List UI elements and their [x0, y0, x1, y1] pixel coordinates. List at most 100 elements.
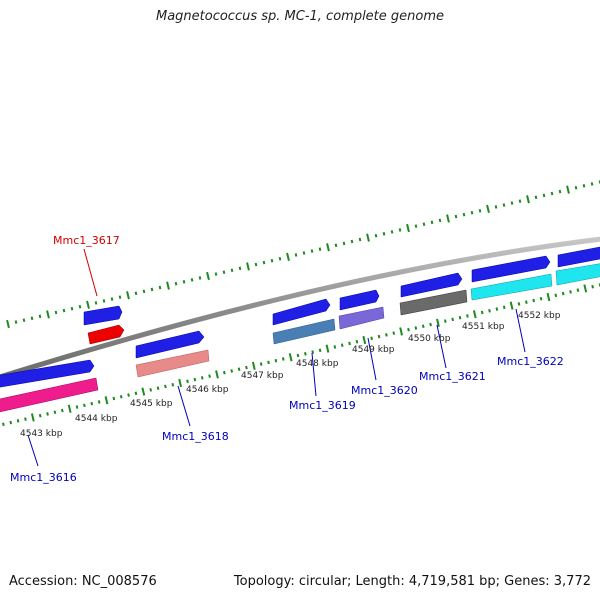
leader-line-mmc1-3619: [311, 352, 317, 397]
outer-tick-3: [30, 316, 34, 321]
outer-tick-57: [462, 212, 466, 217]
gene-label-mmc1-3619[interactable]: Mmc1_3619: [289, 399, 356, 412]
feature-mmc1-3619[interactable]: [272, 318, 336, 345]
outer-track: [0, 246, 600, 388]
inner-tick-77: [561, 291, 565, 296]
inner-tick-24: [171, 382, 175, 387]
outer-tick-73: [590, 182, 594, 186]
outer-tick-25: [206, 271, 210, 281]
outer-tick-61: [494, 205, 498, 209]
outer-tick-48: [390, 230, 394, 234]
tick-label-4544: 4544 kbp: [75, 414, 118, 424]
tick-label-4546: 4546 kbp: [186, 385, 229, 395]
outer-tick-52: [422, 222, 426, 227]
gene-label-mmc1-3618[interactable]: Mmc1_3618: [162, 430, 229, 443]
gene-labels: Mmc1_3617 Mmc1_3616 Mmc1_3618 Mmc1_3619 …: [10, 234, 564, 484]
gene-label-mmc1-3616[interactable]: Mmc1_3616: [10, 471, 77, 484]
outer-tick-70: [566, 185, 570, 194]
feature-mmc1-3621[interactable]: [399, 289, 468, 316]
inner-tick-30: [215, 370, 219, 379]
feature-mmc1-3622[interactable]: [470, 273, 553, 301]
gene-label-mmc1-3620[interactable]: Mmc1_3620: [351, 384, 418, 397]
cds-feature-mmc1-3617[interactable]: [83, 305, 123, 326]
inner-tick-ring: [2, 283, 600, 427]
inner-tick-55: [399, 327, 404, 336]
feature-mmc1-3616[interactable]: [0, 377, 99, 413]
inner-tick-53: [385, 333, 388, 337]
outer-tick-58: [470, 210, 474, 215]
inner-tick-42: [304, 351, 307, 356]
outer-tick-59: [478, 208, 482, 213]
inner-tick-14: [97, 400, 101, 404]
outer-tick-16: [134, 291, 138, 296]
inner-tick-11: [75, 405, 79, 409]
outer-tick-31: [254, 262, 258, 267]
outer-tick-49: [398, 228, 402, 232]
outer-tick-21: [174, 281, 178, 286]
outer-tick-36: [294, 253, 298, 257]
inner-tick-70: [509, 301, 514, 310]
outer-tick-38: [310, 249, 314, 253]
inner-tick-76: [554, 293, 558, 298]
outer-tick-15: [126, 291, 130, 300]
inner-tick-17: [119, 394, 123, 399]
inner-tick-10: [67, 404, 72, 413]
inner-tick-59: [429, 322, 432, 327]
outer-tick-30: [246, 262, 250, 271]
inner-tick-18: [127, 393, 130, 397]
outer-tick-60: [486, 204, 490, 213]
inner-tick-6: [38, 413, 42, 418]
cds-feature-mmc1-3619[interactable]: [272, 298, 331, 326]
outer-tick-53: [430, 220, 434, 225]
outer-tick-5: [46, 310, 50, 319]
cds-feature-mmc1-3621[interactable]: [400, 272, 463, 298]
feature-mmc1-3620[interactable]: [338, 306, 385, 330]
genome-summary-text: Topology: circular; Length: 4,719,581 bp…: [233, 574, 591, 589]
inner-tick-80: [583, 284, 588, 293]
gene-label-mmc1-3622[interactable]: Mmc1_3622: [497, 355, 564, 368]
inner-tick-12: [83, 403, 86, 408]
inner-tick-34: [245, 365, 248, 370]
outer-tick-19: [158, 285, 162, 290]
inner-tick-21: [149, 388, 153, 392]
cds-feature-next[interactable]: [557, 246, 600, 268]
inner-tick-3: [16, 419, 20, 423]
inner-tick-71: [517, 302, 521, 306]
inner-tick-79: [576, 288, 580, 292]
outer-tick-23: [190, 278, 194, 282]
inner-tick-9: [60, 408, 64, 413]
inner-tick-28: [200, 376, 204, 380]
feature-mmc1-3617-red[interactable]: [87, 324, 125, 345]
outer-tick-9: [78, 304, 82, 309]
inner-tick-81: [591, 284, 594, 289]
outer-tick-10: [86, 300, 90, 309]
inner-tick-65: [472, 310, 477, 319]
gene-label-mmc1-3617[interactable]: Mmc1_3617: [53, 234, 120, 247]
inner-tick-19: [134, 391, 138, 396]
outer-tick-71: [574, 185, 578, 190]
cds-feature-mmc1-3618[interactable]: [135, 330, 205, 359]
outer-tick-47: [382, 232, 386, 236]
inner-tick-48: [348, 341, 351, 346]
outer-tick-33: [270, 258, 274, 263]
tick-label-4545: 4545 kbp: [130, 399, 173, 409]
accession-text: Accession: NC_008576: [9, 574, 157, 589]
inner-tick-57: [414, 326, 418, 330]
cds-feature-mmc1-3622[interactable]: [471, 255, 551, 283]
inner-tick-16: [112, 396, 116, 401]
inner-tick-60: [436, 318, 440, 327]
outer-tick-37: [302, 251, 306, 255]
inner-tick-39: [281, 357, 285, 361]
inner-tick-5: [30, 413, 35, 422]
outer-tick-67: [542, 193, 546, 198]
feature-next-cyan[interactable]: [555, 263, 600, 286]
feature-mmc1-3618[interactable]: [135, 349, 210, 378]
gene-label-mmc1-3621[interactable]: Mmc1_3621: [419, 370, 486, 383]
cds-feature-mmc1-3616[interactable]: [0, 359, 95, 388]
inner-tick-22: [156, 386, 160, 390]
leader-line-mmc1-3622: [515, 308, 526, 353]
inner-tick-69: [502, 305, 506, 310]
inner-tick-56: [407, 327, 410, 332]
cds-feature-mmc1-3620[interactable]: [339, 289, 380, 311]
